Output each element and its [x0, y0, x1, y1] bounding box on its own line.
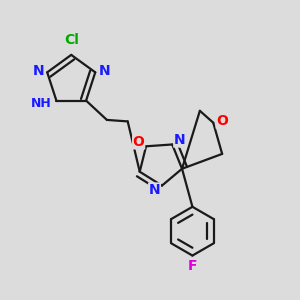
Text: N: N: [32, 64, 44, 78]
Text: NH: NH: [31, 97, 52, 110]
Text: N: N: [149, 183, 160, 197]
Text: N: N: [98, 64, 110, 78]
Text: Cl: Cl: [64, 33, 79, 47]
Text: O: O: [216, 114, 228, 128]
Text: F: F: [188, 259, 197, 273]
Text: N: N: [174, 133, 185, 147]
Text: O: O: [133, 135, 145, 149]
